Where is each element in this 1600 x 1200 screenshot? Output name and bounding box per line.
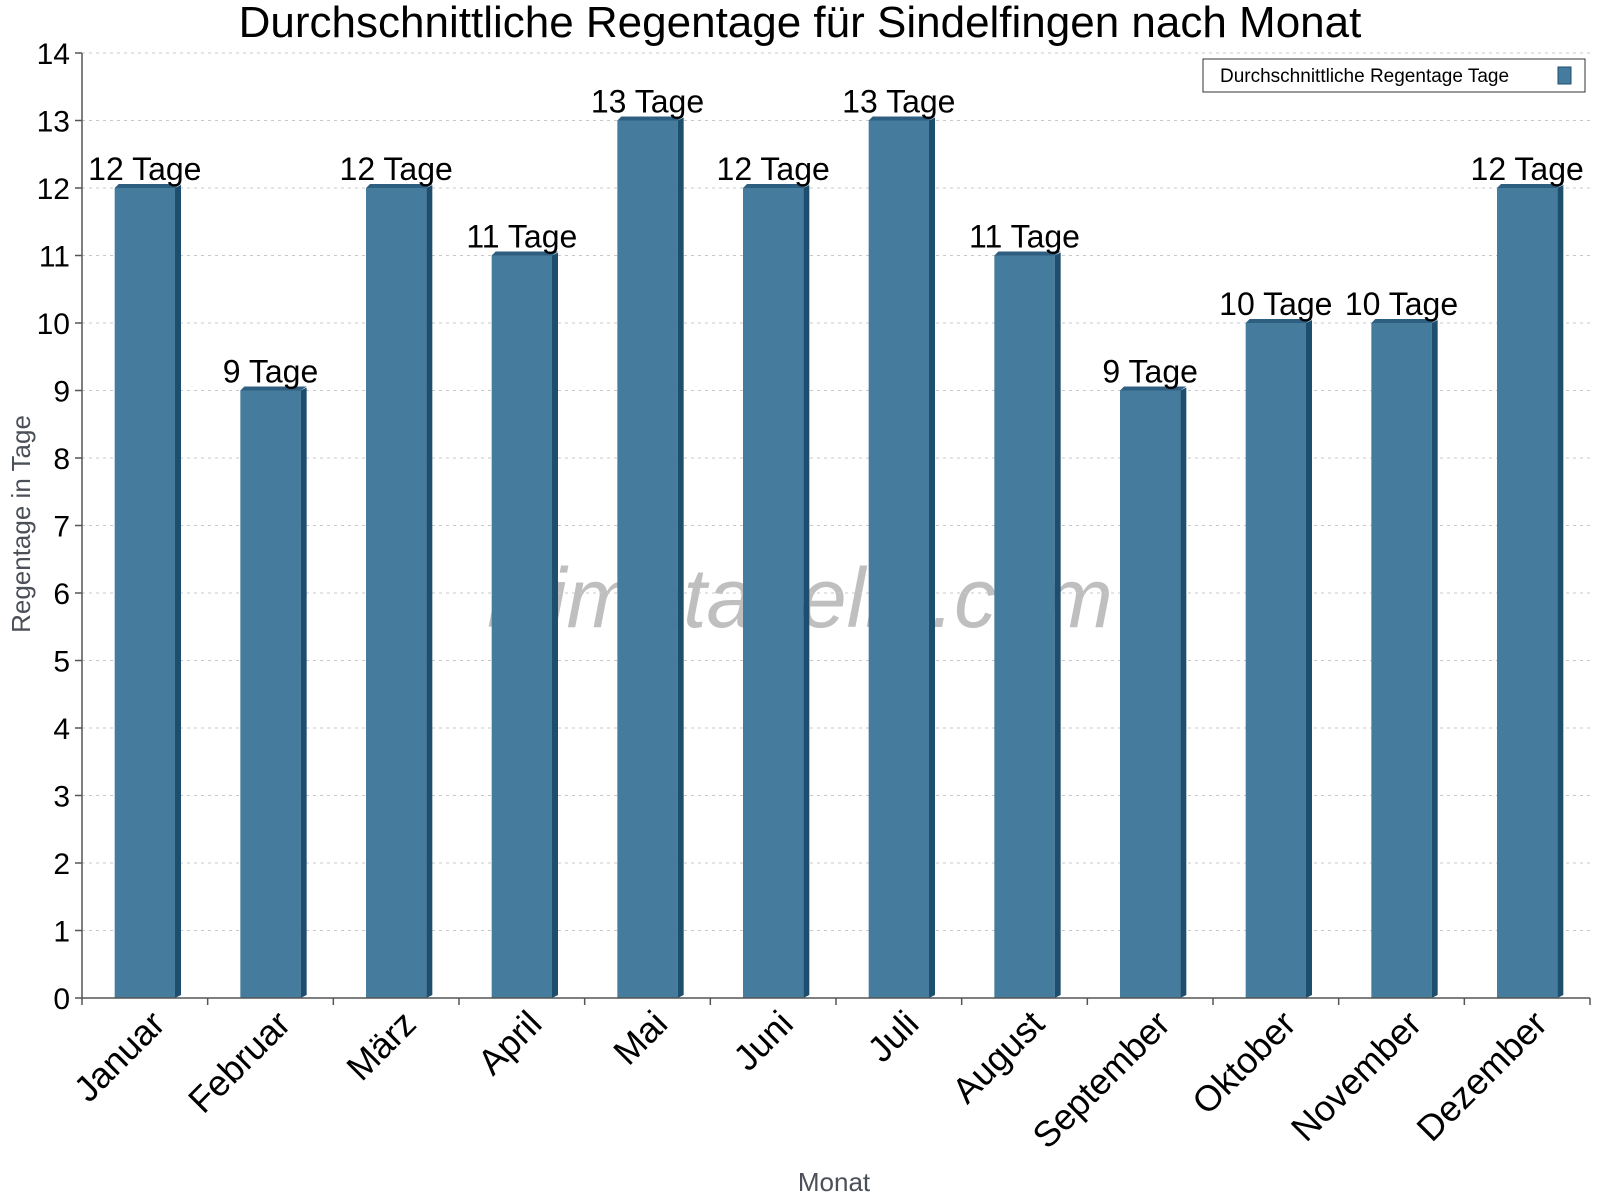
- bar-side: [1054, 252, 1061, 998]
- data-label: 12 Tage: [88, 151, 201, 187]
- y-axis-label: Regentage in Tage: [6, 415, 36, 633]
- bar-top: [114, 184, 181, 188]
- y-tick-label: 8: [53, 443, 70, 476]
- bar-top: [366, 184, 433, 188]
- bar[interactable]: [1245, 323, 1306, 998]
- bar-top: [743, 184, 810, 188]
- x-tick-label: Mai: [605, 1003, 675, 1073]
- y-tick-label: 9: [53, 376, 70, 409]
- bar[interactable]: [240, 390, 301, 999]
- bar-side: [928, 117, 935, 998]
- legend: Durchschnittliche Regentage Tage: [1202, 58, 1586, 93]
- bar[interactable]: [617, 120, 678, 999]
- x-tick-label: Juni: [725, 1003, 801, 1079]
- bar-side: [426, 185, 433, 998]
- grid-lines: [82, 52, 1590, 931]
- x-tick-label: August: [944, 1003, 1052, 1111]
- bar-side: [551, 252, 558, 998]
- bar-side: [300, 387, 307, 998]
- bars: [114, 116, 1564, 999]
- bar-top: [491, 251, 558, 256]
- bar[interactable]: [743, 188, 804, 998]
- bar-top: [1371, 319, 1438, 323]
- x-tick-label: November: [1283, 1003, 1429, 1149]
- bar-side: [1431, 320, 1438, 998]
- y-tick-label: 4: [53, 713, 70, 746]
- bar[interactable]: [1120, 390, 1181, 999]
- x-tick-label: Oktober: [1184, 1003, 1304, 1123]
- data-label: 12 Tage: [1471, 151, 1584, 187]
- y-tick-label: 6: [53, 578, 70, 611]
- y-tick-label: 14: [37, 38, 70, 71]
- y-tick-label: 3: [53, 781, 70, 814]
- legend-swatch: [1557, 66, 1572, 85]
- bar[interactable]: [366, 188, 427, 998]
- x-tick-label: April: [470, 1003, 550, 1083]
- data-labels: 12 Tage 9 Tage 12 Tage 11 Tage 13 Tage 12 Tag…: [88, 84, 1584, 390]
- data-label: 11 Tage: [969, 219, 1080, 255]
- bar[interactable]: [491, 255, 552, 999]
- legend-label: Durchschnittliche Regentage Tage: [1220, 66, 1509, 87]
- data-label: 13 Tage: [842, 84, 955, 120]
- bar-side: [174, 185, 181, 998]
- y-tick-label: 0: [53, 983, 70, 1016]
- bar-side: [1305, 320, 1312, 998]
- data-label: 9 Tage: [223, 354, 319, 390]
- data-label: 12 Tage: [717, 151, 830, 187]
- bar-top: [1245, 319, 1312, 323]
- bar[interactable]: [1371, 323, 1432, 998]
- x-tick-label: Januar: [66, 1003, 173, 1110]
- y-tick-label: 11: [39, 241, 70, 274]
- bar-top: [994, 251, 1061, 256]
- bar[interactable]: [994, 255, 1055, 999]
- y-tick-label: 1: [53, 916, 70, 949]
- x-tick-label: März: [338, 1003, 424, 1089]
- x-tick-label: September: [1024, 1003, 1178, 1157]
- data-label: 10 Tage: [1219, 286, 1332, 322]
- data-label: 13 Tage: [591, 84, 704, 120]
- bar-side: [803, 185, 810, 998]
- x-tick-label: Dezember: [1408, 1003, 1554, 1149]
- bar-side: [1180, 387, 1187, 998]
- bar-side: [1557, 185, 1564, 998]
- bar-top: [240, 386, 307, 391]
- legend-box: [1202, 58, 1586, 93]
- y-tick-label: 12: [37, 173, 70, 206]
- bar-top: [868, 116, 935, 121]
- data-label: 12 Tage: [340, 151, 453, 187]
- x-tick-label: Februar: [180, 1003, 298, 1121]
- bar[interactable]: [114, 188, 175, 998]
- bar-top: [1120, 386, 1187, 391]
- bar-top: [1497, 184, 1564, 188]
- data-label: 9 Tage: [1102, 354, 1198, 390]
- chart-title: Durchschnittliche Regentage für Sindelfi…: [239, 0, 1362, 47]
- y-tick-label: 10: [37, 308, 70, 341]
- bar-top: [617, 116, 684, 121]
- y-tick-label: 13: [37, 106, 70, 139]
- bar[interactable]: [1497, 188, 1558, 998]
- bar-side: [677, 117, 684, 998]
- y-tick-label: 5: [53, 646, 70, 679]
- x-tick-label: Juli: [859, 1003, 926, 1070]
- y-tick-label: 2: [53, 848, 70, 881]
- y-tick-label: 7: [53, 511, 70, 544]
- x-axis-label: Monat: [798, 1167, 871, 1197]
- bar[interactable]: [868, 120, 929, 999]
- data-label: 11 Tage: [466, 219, 577, 255]
- data-label: 10 Tage: [1345, 286, 1458, 322]
